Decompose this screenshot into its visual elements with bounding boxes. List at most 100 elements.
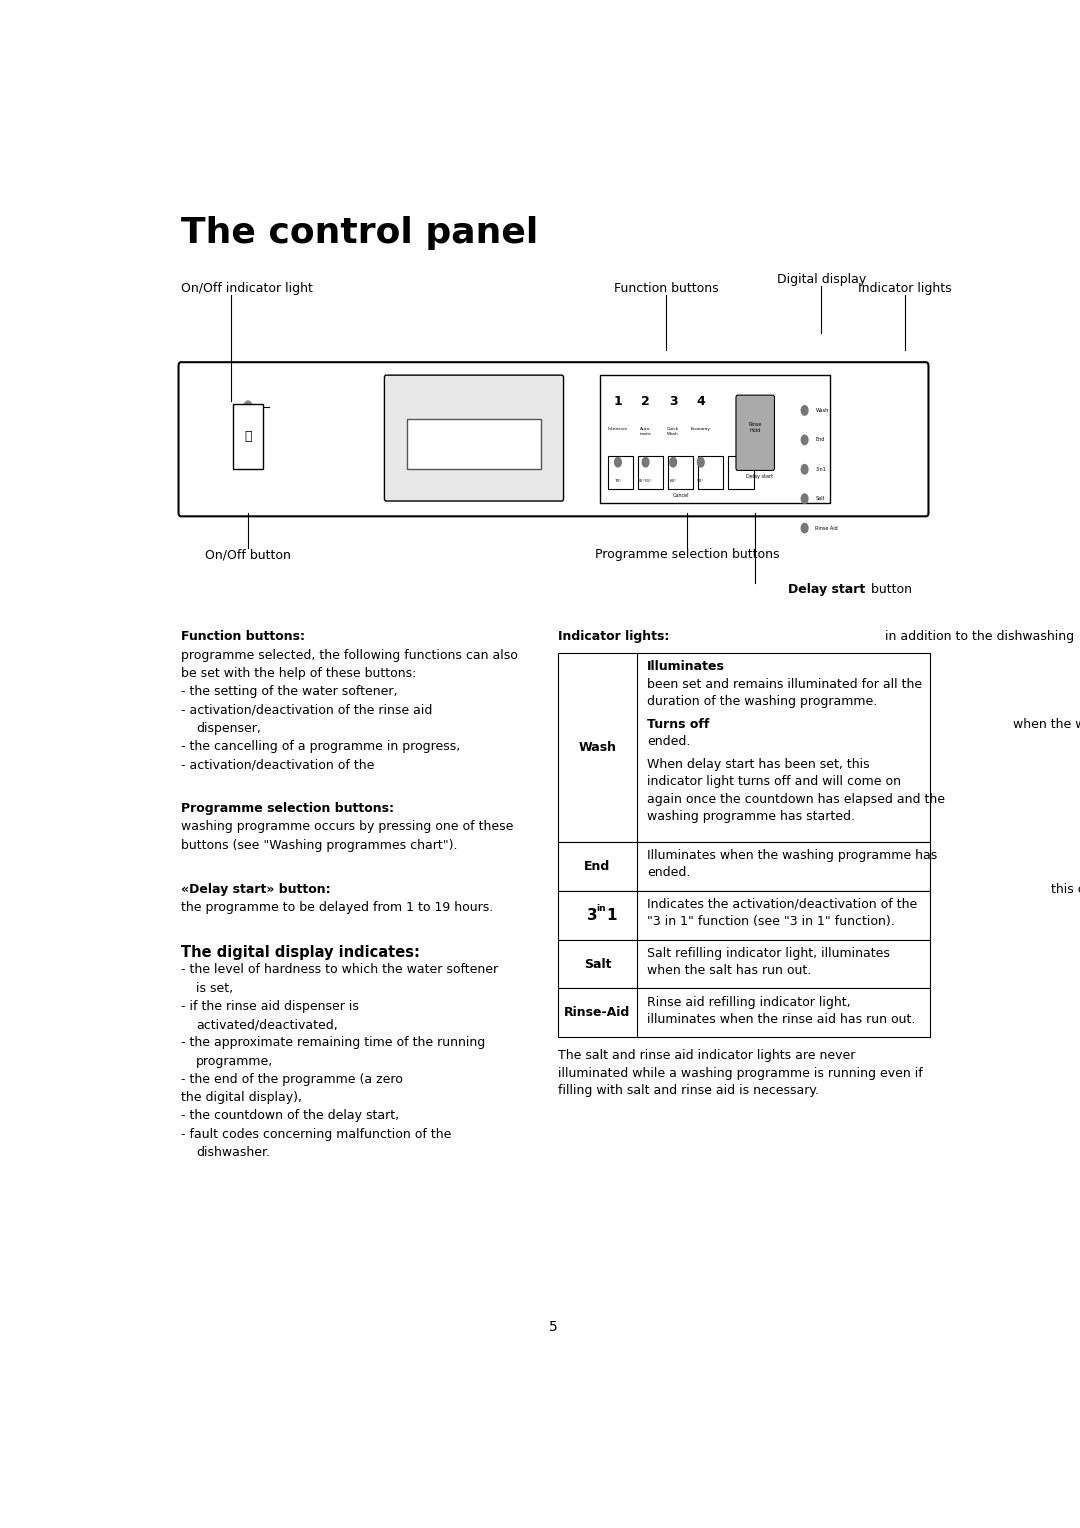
Text: dispenser,: dispenser, (197, 721, 261, 735)
Text: The digital display indicates:: The digital display indicates: (181, 946, 420, 960)
Text: Delay start: Delay start (746, 474, 773, 478)
Text: is set,: is set, (197, 981, 233, 995)
Bar (557, 842, 930, 891)
Circle shape (698, 457, 704, 468)
Bar (599, 376, 829, 503)
Bar (557, 654, 930, 842)
Text: Rinse-Aid: Rinse-Aid (565, 1007, 631, 1019)
Text: Programme selection buttons: Programme selection buttons (595, 549, 780, 561)
Circle shape (801, 435, 808, 445)
Text: Programme selection buttons:: Programme selection buttons: (181, 802, 394, 816)
Text: Rinse
Hold: Rinse Hold (748, 422, 761, 432)
Text: 1: 1 (613, 394, 622, 408)
Text: 3in1: 3in1 (815, 466, 826, 472)
Text: button: button (867, 584, 913, 596)
Text: - activation/deactivation of the: - activation/deactivation of the (181, 758, 378, 772)
FancyBboxPatch shape (735, 396, 774, 471)
Text: programme selected, the following functions can also: programme selected, the following functi… (181, 649, 518, 662)
Bar (699, 457, 724, 489)
Text: in addition to the dishwashing: in addition to the dishwashing (886, 631, 1075, 643)
Text: dishwasher.: dishwasher. (197, 1146, 270, 1158)
Text: Salt refilling indicator light, illuminates: Salt refilling indicator light, illumina… (647, 946, 890, 960)
Text: 3: 3 (588, 908, 598, 923)
Text: 5: 5 (549, 1320, 558, 1334)
Text: - activation/deactivation of the rinse aid: - activation/deactivation of the rinse a… (181, 703, 432, 717)
Text: when the salt has run out.: when the salt has run out. (647, 964, 811, 976)
Circle shape (801, 406, 808, 416)
Text: Quick
Wash: Quick Wash (667, 426, 679, 435)
Text: 70°: 70° (615, 478, 622, 483)
Circle shape (643, 457, 649, 468)
Text: Delay start: Delay start (788, 584, 865, 596)
Text: Illuminates when the washing programme has: Illuminates when the washing programme h… (647, 848, 937, 862)
Bar (557, 891, 930, 940)
Text: again once the countdown has elapsed and the: again once the countdown has elapsed and… (647, 793, 945, 805)
Text: Indicator lights:: Indicator lights: (557, 631, 669, 643)
Text: when the washing programme has: when the washing programme has (1013, 718, 1080, 730)
Text: been set and remains illuminated for all the: been set and remains illuminated for all… (647, 678, 922, 691)
Text: Wash: Wash (579, 741, 617, 753)
Text: washing programme has started.: washing programme has started. (647, 810, 855, 824)
Text: indicator light turns off and will come on: indicator light turns off and will come … (647, 775, 901, 788)
Text: Economy: Economy (691, 426, 711, 431)
Text: 65°55°: 65°55° (638, 478, 653, 483)
FancyBboxPatch shape (384, 376, 564, 501)
Text: illuminated while a washing programme is running even if: illuminated while a washing programme is… (557, 1067, 922, 1080)
Text: - the end of the programme (a zero: - the end of the programme (a zero (181, 1073, 407, 1086)
Text: - the setting of the water softener,: - the setting of the water softener, (181, 685, 397, 698)
Bar (638, 457, 663, 489)
Text: Salt: Salt (815, 497, 825, 501)
Text: - the level of hardness to which the water softener: - the level of hardness to which the wat… (181, 964, 498, 976)
Text: this option allows the start of: this option allows the start of (1051, 883, 1080, 895)
Bar (407, 419, 541, 469)
Text: - the approximate remaining time of the running: - the approximate remaining time of the … (181, 1036, 485, 1050)
Text: - if the rinse aid dispenser is: - if the rinse aid dispenser is (181, 999, 359, 1013)
Text: in: in (596, 903, 606, 912)
Text: buttons (see "Washing programmes chart").: buttons (see "Washing programmes chart")… (181, 839, 458, 851)
Circle shape (801, 524, 808, 533)
Text: "3 in 1" function (see "3 in 1" function).: "3 in 1" function (see "3 in 1" function… (647, 915, 895, 927)
Text: duration of the washing programme.: duration of the washing programme. (647, 695, 877, 709)
Text: The control panel: The control panel (181, 217, 538, 251)
Text: Auto-
matic: Auto- matic (639, 426, 651, 435)
Text: Function buttons: Function buttons (615, 283, 719, 295)
Text: programme,: programme, (197, 1054, 273, 1068)
Text: filling with salt and rinse aid is necessary.: filling with salt and rinse aid is neces… (557, 1083, 819, 1097)
Bar (557, 989, 930, 1038)
Bar (669, 457, 693, 489)
Text: End: End (815, 437, 825, 442)
Text: The salt and rinse aid indicator lights are never: The salt and rinse aid indicator lights … (557, 1050, 855, 1062)
Text: illuminates when the rinse aid has run out.: illuminates when the rinse aid has run o… (647, 1013, 916, 1025)
Text: Indicates the activation/deactivation of the: Indicates the activation/deactivation of… (647, 897, 918, 911)
Text: When delay start has been set, this: When delay start has been set, this (647, 758, 869, 772)
Text: On-Off: On-Off (232, 422, 255, 428)
FancyBboxPatch shape (178, 362, 929, 516)
Text: Cancel: Cancel (673, 494, 689, 498)
Bar (233, 403, 264, 469)
Text: Wash: Wash (815, 408, 828, 413)
Text: On/Off button: On/Off button (205, 549, 291, 561)
Circle shape (801, 494, 808, 503)
Bar (728, 457, 754, 489)
Text: End: End (584, 860, 610, 872)
Text: Salt: Salt (583, 958, 611, 970)
Text: On/Off indicator light: On/Off indicator light (181, 283, 313, 295)
Text: ended.: ended. (647, 735, 690, 749)
Text: 60°: 60° (670, 478, 677, 483)
Text: Rinse Aid: Rinse Aid (815, 526, 838, 530)
Bar (608, 457, 633, 489)
Text: ⓘ: ⓘ (244, 429, 252, 443)
Circle shape (615, 457, 621, 468)
Text: Turns off: Turns off (647, 718, 710, 730)
Text: «Delay start» button:: «Delay start» button: (181, 883, 330, 895)
Text: Indicator lights: Indicator lights (859, 283, 951, 295)
Text: the programme to be delayed from 1 to 19 hours.: the programme to be delayed from 1 to 19… (181, 902, 494, 914)
Text: the digital display),: the digital display), (181, 1091, 302, 1105)
Text: 90°: 90° (697, 478, 704, 483)
Text: 1: 1 (606, 908, 617, 923)
Text: be set with the help of these buttons:: be set with the help of these buttons: (181, 666, 417, 680)
Text: activated/deactivated,: activated/deactivated, (197, 1018, 338, 1031)
Text: washing programme occurs by pressing one of these: washing programme occurs by pressing one… (181, 821, 513, 833)
Text: Illuminates: Illuminates (647, 660, 725, 674)
Text: ended.: ended. (647, 866, 690, 879)
